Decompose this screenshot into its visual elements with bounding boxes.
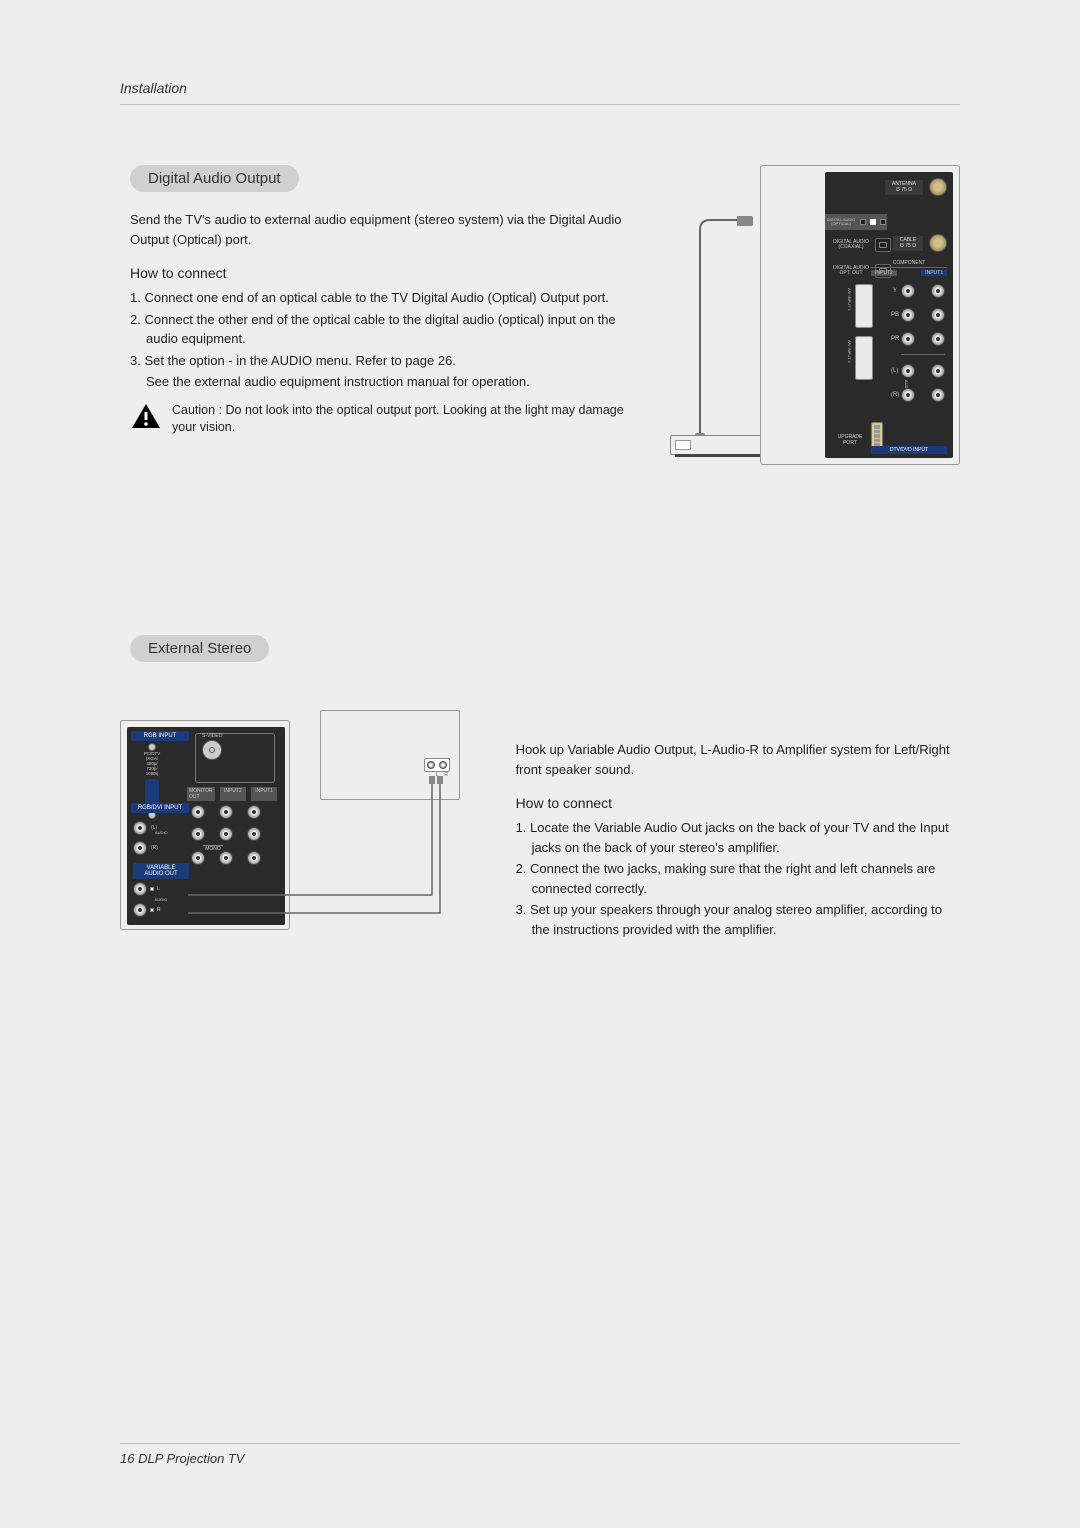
page-footer: 16 DLP Projection TV — [120, 1443, 960, 1468]
digital-title-pill: Digital Audio Output — [130, 165, 299, 192]
upgrade-port-label: UPGRADEPORT — [831, 434, 869, 446]
stereo-step: 1. Locate the Variable Audio Out jacks o… — [516, 818, 960, 857]
av-input1-bar — [855, 284, 873, 328]
av-input2-bar — [855, 336, 873, 380]
optical-port-icon — [870, 219, 876, 225]
header-text: Installation — [120, 80, 187, 96]
optical-port-icon — [860, 219, 866, 225]
caution-box: Caution : Do not look into the optical o… — [130, 402, 650, 437]
audio-cables-icon — [120, 700, 470, 950]
digital-audio-optical-row: DIGITAL AUDIO(OPTICAL) — [825, 214, 887, 230]
av-input1-label: A/V INPUT 1 — [847, 288, 852, 311]
rca-jack-icon — [901, 332, 915, 346]
stereo-steps-list: 1. Locate the Variable Audio Out jacks o… — [516, 818, 960, 939]
rca-jack-icon — [901, 284, 915, 298]
coaxial-label: DIGITAL AUDIO(COAXIAL) — [831, 240, 871, 250]
tv-rear-panel: ANTENNA℧ 75 Ω DIGITAL AUDIO(OPTICAL) CAB… — [760, 165, 960, 465]
dtv-dvd-label: DTV/DVD INPUT — [871, 446, 947, 454]
warning-icon — [130, 402, 162, 430]
rca-jack-icon — [931, 308, 945, 322]
rca-jack-icon — [901, 388, 915, 402]
rca-jack-icon — [931, 332, 945, 346]
cable-label: CABLE℧ 75 Ω — [893, 236, 923, 251]
coaxial-port-icon — [875, 238, 891, 252]
caution-text: Caution : Do not look into the optical o… — [172, 402, 650, 437]
digital-step: 3. Set the option - in the AUDIO menu. R… — [130, 351, 650, 371]
footer-text: 16 DLP Projection TV — [120, 1451, 245, 1466]
digital-howto-heading: How to connect — [130, 263, 650, 284]
antenna-label: ANTENNA℧ 75 Ω — [885, 180, 923, 195]
antenna-jack-icon — [929, 178, 947, 196]
stereo-step: 2. Connect the two jacks, making sure th… — [516, 859, 960, 898]
rca-jack-icon — [931, 388, 945, 402]
stereo-title-pill: External Stereo — [130, 635, 269, 662]
optical-out-label: DIGITAL AUDIOOPT. OUT — [831, 266, 871, 276]
stereo-intro: Hook up Variable Audio Output, L-Audio-R… — [516, 740, 960, 779]
stereo-step: 3. Set up your speakers through your ana… — [516, 900, 960, 939]
rca-jack-icon — [931, 284, 945, 298]
component-header: COMPONENT — [871, 260, 947, 268]
av-input2-label: A/V INPUT 2 — [847, 340, 852, 363]
page-header: Installation — [120, 80, 960, 105]
cable-jack-icon — [929, 234, 947, 252]
optical-port-icon — [880, 219, 886, 225]
rca-jack-icon — [901, 364, 915, 378]
digital-audio-section: Digital Audio Output Send the TV's audio… — [120, 165, 960, 455]
stereo-connection-diagram: RGB INPUT PC/DTV(XGA/480p/720p/1080i) S-… — [120, 700, 470, 950]
rca-jack-icon — [931, 364, 945, 378]
component-subheader: INPUT2 INPUT1 — [871, 270, 947, 276]
external-stereo-section: External Stereo RGB INPUT PC/DTV(XGA/480… — [120, 635, 960, 950]
optical-label: DIGITAL AUDIO(OPTICAL) — [826, 218, 856, 226]
digital-step: 1. Connect one end of an optical cable t… — [130, 288, 650, 308]
digital-step-note: See the external audio equipment instruc… — [130, 372, 650, 392]
digital-connection-diagram: ANTENNA℧ 75 Ω DIGITAL AUDIO(OPTICAL) CAB… — [670, 165, 960, 455]
digital-step: 2. Connect the other end of the optical … — [130, 310, 650, 349]
rca-jack-icon — [901, 308, 915, 322]
digital-steps-list: 1. Connect one end of an optical cable t… — [130, 288, 650, 392]
optical-plug-icon — [737, 216, 753, 226]
stereo-howto-heading: How to connect — [516, 793, 960, 814]
digital-intro: Send the TV's audio to external audio eq… — [130, 210, 650, 249]
